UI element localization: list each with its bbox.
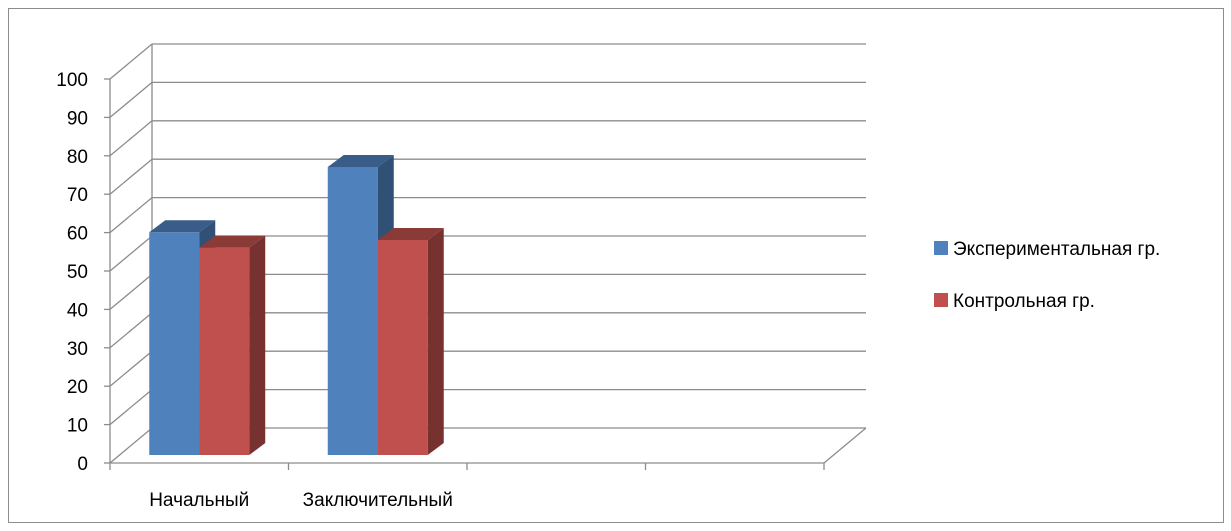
gridline-diagonal — [109, 158, 153, 195]
gridline-diagonal — [109, 235, 153, 272]
gridline-diagonal — [109, 389, 153, 426]
y-tick-label: 60 — [67, 224, 88, 245]
gridline-diagonal — [109, 197, 153, 234]
y-tick-label: 90 — [67, 108, 88, 129]
bar-side — [249, 235, 266, 455]
gridline-diagonal — [109, 120, 153, 157]
y-axis-ticks: 0 10 20 30 40 50 60 70 80 90 100 — [56, 70, 110, 475]
y-tick-label: 70 — [67, 185, 88, 206]
bar — [377, 227, 444, 455]
bars — [149, 155, 444, 455]
legend-label: Экспериментальная гр. — [953, 239, 1160, 260]
bar-top — [327, 155, 394, 167]
y-tick-label: 50 — [67, 262, 88, 283]
bar-front — [327, 167, 378, 455]
bar-side — [427, 227, 444, 455]
bar-top — [149, 220, 216, 233]
y-tick-label: 0 — [77, 454, 88, 475]
gridline-diagonal — [109, 427, 153, 464]
legend-label: Контрольная гр. — [953, 291, 1095, 312]
y-tick-label: 20 — [67, 377, 88, 398]
bar-top — [199, 235, 266, 248]
x-tick-label: Начальный — [149, 490, 249, 511]
y-tick-label: 100 — [56, 70, 88, 91]
y-tick-label: 80 — [67, 147, 88, 168]
bar-top — [377, 227, 444, 240]
legend-swatch — [934, 241, 948, 255]
bar-front — [149, 232, 200, 455]
legend: Экспериментальная гр. Контрольная гр. — [934, 239, 1160, 312]
x-axis-ticks: Начальный Заключительный — [109, 463, 825, 511]
legend-swatch — [934, 293, 948, 307]
gridline-diagonal — [109, 273, 153, 310]
floor-right-edge — [823, 427, 867, 464]
bar — [199, 235, 266, 455]
x-tick-label: Заключительный — [303, 490, 453, 511]
gridline-diagonal — [109, 43, 153, 80]
y-tick-label: 10 — [67, 416, 88, 437]
bar-front — [377, 239, 428, 455]
y-tick-label: 30 — [67, 339, 88, 360]
gridline-diagonal — [109, 350, 153, 387]
gridline-diagonal — [109, 81, 153, 118]
y-tick-label: 40 — [67, 300, 88, 321]
bar-front — [199, 247, 250, 455]
gridline-diagonal — [109, 312, 153, 349]
gridlines — [109, 43, 866, 464]
